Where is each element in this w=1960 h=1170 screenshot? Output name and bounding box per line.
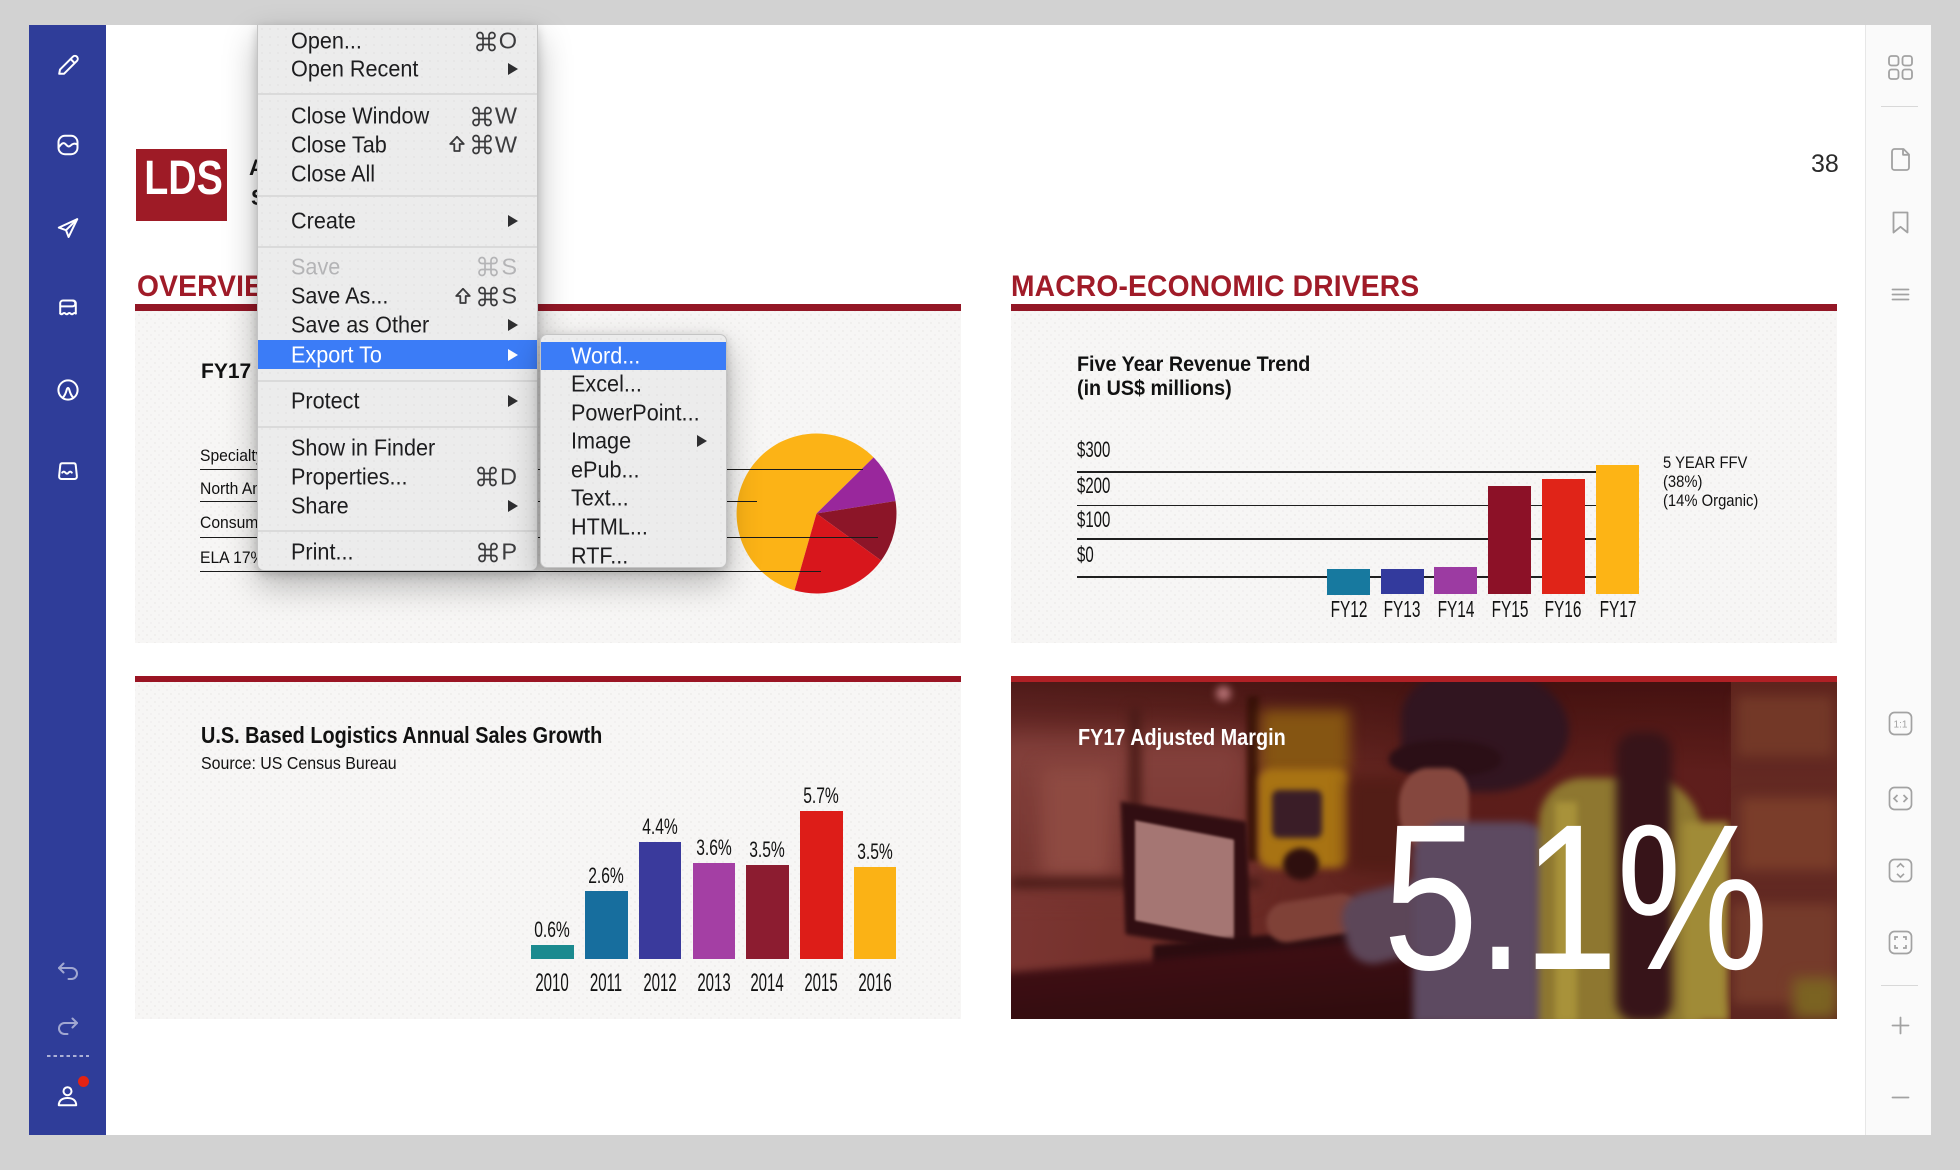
svg-text:1:1: 1:1 xyxy=(1894,719,1908,730)
